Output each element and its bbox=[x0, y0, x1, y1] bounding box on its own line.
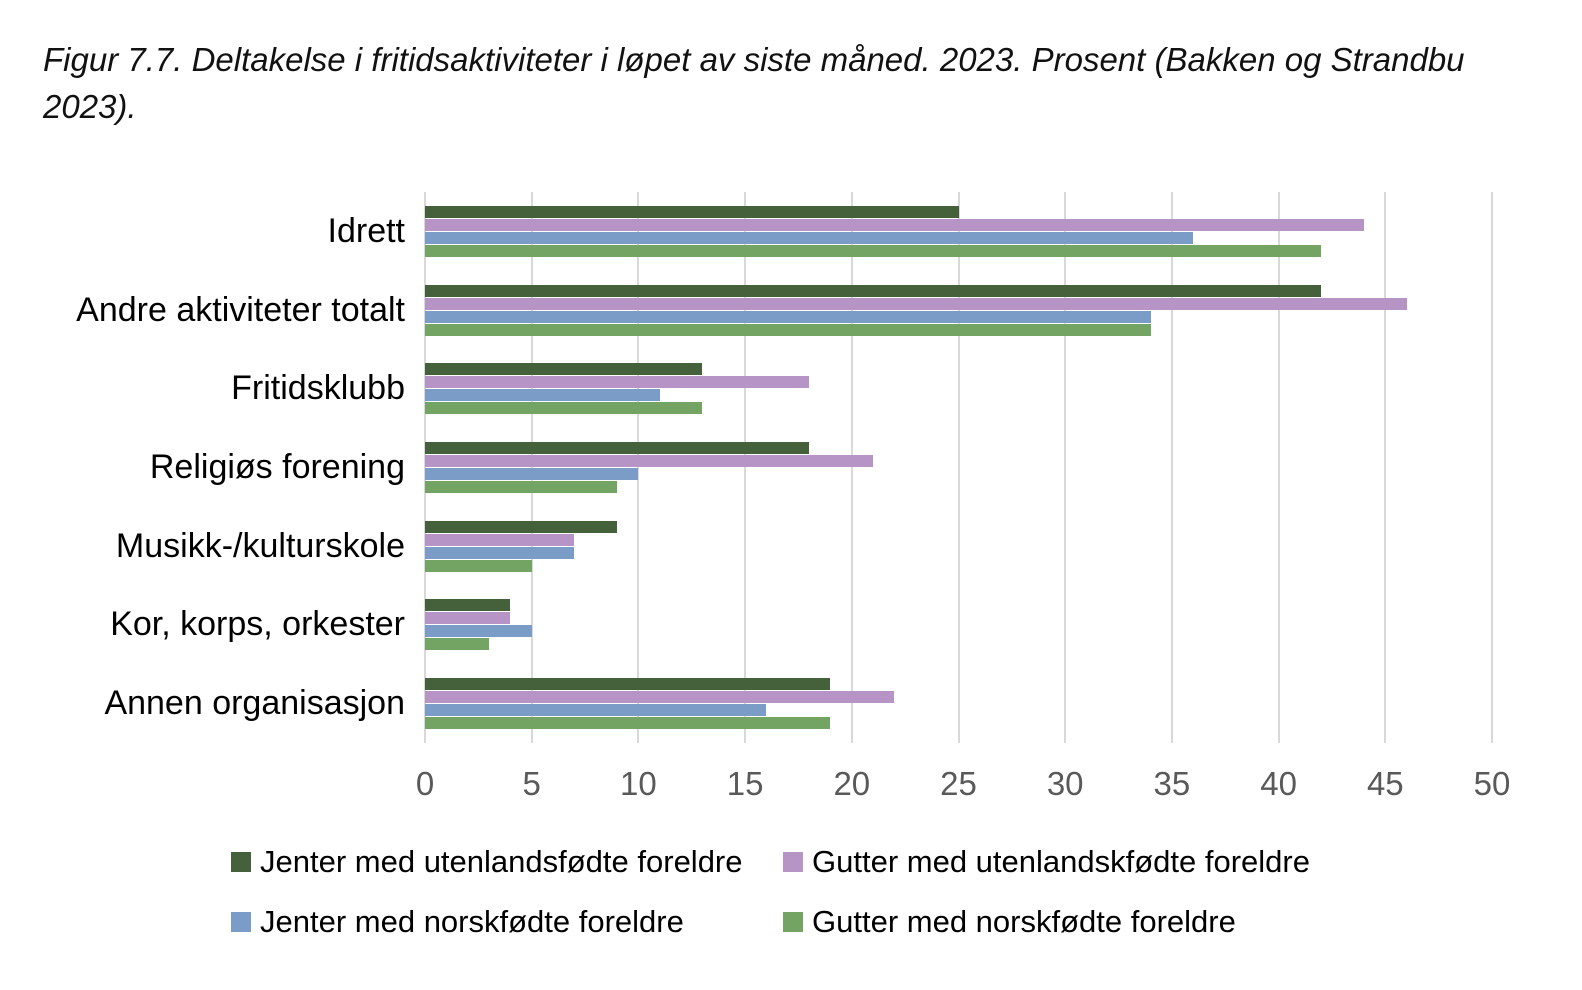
legend-item-jenter-med-utenlandsf-dte-foreldre: Jenter med utenlandsfødte foreldre bbox=[231, 844, 783, 880]
legend-label: Gutter med norskfødte foreldre bbox=[812, 904, 1236, 939]
x-tick-label: 50 bbox=[1473, 765, 1511, 802]
legend-swatch-icon bbox=[231, 912, 251, 932]
x-tick-label: 30 bbox=[1046, 765, 1084, 802]
x-tick-label: 25 bbox=[940, 765, 977, 802]
bar-jenter-med-utenlandsf-dte-foreldre bbox=[425, 442, 810, 455]
bar-jenter-med-norskf-dte-foreldre bbox=[425, 468, 639, 481]
category-label-idrett: Idrett bbox=[327, 211, 405, 250]
bar-jenter-med-norskf-dte-foreldre bbox=[425, 625, 532, 638]
bar-gutter-med-utenlandskf-dte-foreldre bbox=[425, 612, 511, 625]
bar-gutter-med-norskf-dte-foreldre bbox=[425, 481, 618, 494]
category-label-religi-s-forening: Religiøs forening bbox=[149, 448, 405, 487]
bar-group-idrett bbox=[425, 192, 1492, 271]
bar-jenter-med-norskf-dte-foreldre bbox=[425, 546, 575, 559]
bar-jenter-med-utenlandsf-dte-foreldre bbox=[425, 284, 1322, 297]
x-axis-tick-labels: 0 5 10 15 20 25 30 35 40 45 50 bbox=[416, 765, 1511, 807]
bar-gutter-med-norskf-dte-foreldre bbox=[425, 402, 703, 415]
category-label-musikk-kulturskole: Musikk-/kulturskole bbox=[115, 526, 405, 565]
x-tick-label: 40 bbox=[1260, 765, 1297, 802]
bar-gutter-med-utenlandskf-dte-foreldre bbox=[425, 455, 874, 468]
category-label-kor-korps-orkester: Kor, korps, orkester bbox=[110, 605, 405, 644]
gridline bbox=[1277, 192, 1280, 743]
bar-jenter-med-utenlandsf-dte-foreldre bbox=[425, 520, 618, 533]
x-tick-label: 20 bbox=[833, 765, 871, 802]
x-tick-label: 35 bbox=[1153, 765, 1191, 802]
bar-gutter-med-utenlandskf-dte-foreldre bbox=[425, 691, 895, 704]
bar-jenter-med-utenlandsf-dte-foreldre bbox=[425, 205, 959, 218]
bar-group-annen-organisasjon bbox=[425, 664, 1492, 743]
gridline bbox=[850, 192, 853, 743]
bar-group-andre-aktiviteter-totalt bbox=[425, 271, 1492, 350]
bar-jenter-med-norskf-dte-foreldre bbox=[425, 310, 1151, 323]
bar-group-religi-s-forening bbox=[425, 428, 1492, 507]
bar-gutter-med-utenlandskf-dte-foreldre bbox=[425, 533, 575, 546]
category-label-andre-aktiviteter-totalt: Andre aktiviteter totalt bbox=[76, 290, 405, 329]
legend-item-gutter-med-utenlandskf-dte-foreldre: Gutter med utenlandskfødte foreldre bbox=[783, 844, 1310, 880]
bar-group-fritidsklubb bbox=[425, 349, 1492, 428]
legend-item-gutter-med-norskf-dte-foreldre: Gutter med norskfødte foreldre bbox=[783, 904, 1310, 940]
bar-gutter-med-norskf-dte-foreldre bbox=[425, 323, 1151, 336]
bar-gutter-med-utenlandskf-dte-foreldre bbox=[425, 218, 1364, 231]
legend-label: Jenter med norskfødte foreldre bbox=[260, 904, 684, 939]
legend-item-jenter-med-norskf-dte-foreldre: Jenter med norskfødte foreldre bbox=[231, 904, 783, 940]
gridline bbox=[637, 192, 640, 743]
plot-area bbox=[424, 192, 1493, 743]
category-label-fritidsklubb: Fritidsklubb bbox=[231, 369, 405, 408]
bar-group-kor-korps-orkester bbox=[425, 586, 1492, 665]
x-tick-label: 45 bbox=[1366, 765, 1404, 802]
gridline bbox=[957, 192, 960, 743]
x-tick-label: 10 bbox=[620, 765, 657, 802]
gridline bbox=[424, 192, 426, 743]
x-tick-label: 0 bbox=[415, 765, 435, 802]
x-tick-label: 15 bbox=[726, 765, 764, 802]
bar-gutter-med-norskf-dte-foreldre bbox=[425, 244, 1322, 257]
bar-jenter-med-norskf-dte-foreldre bbox=[425, 231, 1194, 244]
gridline bbox=[1170, 192, 1173, 743]
bar-gutter-med-norskf-dte-foreldre bbox=[425, 638, 490, 651]
bar-jenter-med-utenlandsf-dte-foreldre bbox=[425, 599, 511, 612]
legend-label: Gutter med utenlandskfødte foreldre bbox=[812, 844, 1310, 879]
legend: Jenter med utenlandsfødte foreldre Gutter… bbox=[231, 832, 1310, 952]
x-tick-label: 5 bbox=[522, 765, 541, 802]
gridline bbox=[1491, 192, 1493, 743]
bar-jenter-med-utenlandsf-dte-foreldre bbox=[425, 363, 703, 376]
legend-swatch-icon bbox=[231, 852, 251, 872]
legend-swatch-icon bbox=[783, 852, 803, 872]
bar-group-musikk-kulturskole bbox=[425, 507, 1492, 586]
gridline bbox=[1384, 192, 1387, 743]
gridline bbox=[744, 192, 747, 743]
bar-jenter-med-utenlandsf-dte-foreldre bbox=[425, 678, 831, 691]
bar-gutter-med-norskf-dte-foreldre bbox=[425, 717, 831, 730]
bar-gutter-med-utenlandskf-dte-foreldre bbox=[425, 376, 810, 389]
bar-gutter-med-utenlandskf-dte-foreldre bbox=[425, 297, 1407, 310]
legend-swatch-icon bbox=[783, 912, 803, 932]
bar-jenter-med-norskf-dte-foreldre bbox=[425, 704, 767, 717]
figure-title: Figur 7.7. Deltakelse i fritidsaktivitet… bbox=[43, 41, 1465, 125]
bar-gutter-med-norskf-dte-foreldre bbox=[425, 559, 532, 572]
y-axis-category-labels: Idrett Andre aktiviteter totalt Fritidsklu… bbox=[0, 192, 405, 743]
gridline bbox=[1064, 192, 1067, 743]
category-label-annen-organisasjon: Annen organisasjon bbox=[104, 684, 405, 723]
gridline bbox=[530, 192, 533, 743]
bar-jenter-med-norskf-dte-foreldre bbox=[425, 389, 660, 402]
legend-label: Jenter med utenlandsfødte foreldre bbox=[260, 844, 743, 879]
